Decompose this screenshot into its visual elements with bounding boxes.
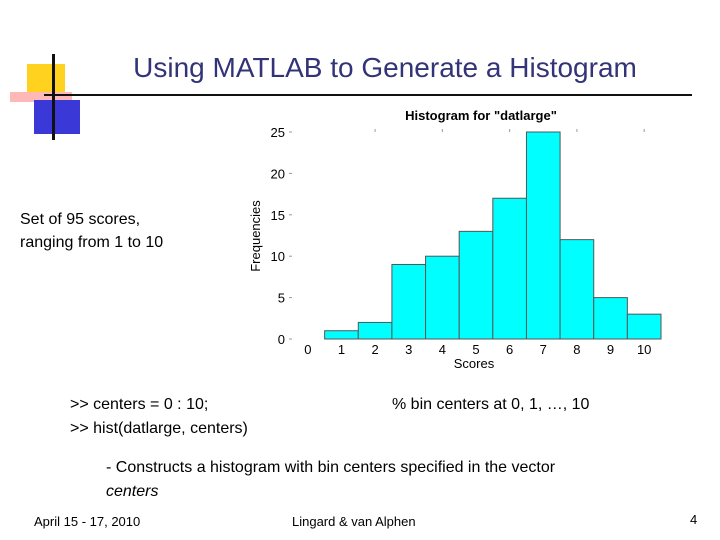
footer-date: April 15 - 17, 2010 — [34, 514, 141, 529]
histogram-bar — [425, 255, 460, 340]
code-line-hist: >> hist(datlarge, centers) — [70, 420, 248, 437]
x-tick-label: 7 — [540, 342, 547, 357]
x-tick-label: 5 — [472, 342, 479, 357]
histogram-bar — [559, 239, 595, 340]
histogram-bar — [391, 263, 427, 340]
histogram-bar — [593, 297, 628, 340]
description-emphasis: centers — [106, 483, 159, 500]
x-tick-label: 1 — [338, 342, 345, 357]
y-tick-label: 20 — [271, 166, 285, 181]
histogram-chart: Histogram for "datlarge" 0 5 10 15 20 25 0 1 2 3… — [248, 108, 662, 371]
histogram-bar — [324, 330, 359, 340]
code-line-centers: >> centers = 0 : 10; — [70, 396, 209, 413]
side-note-line-1: Set of 95 scores, — [20, 211, 141, 228]
description: - Constructs a histogram with bin center… — [106, 456, 696, 504]
x-tick-label: 0 — [304, 342, 311, 357]
x-axis-ticks: 0 1 2 3 4 5 6 7 8 9 10 — [304, 342, 651, 357]
histogram-bars — [324, 131, 662, 340]
x-tick-label: 8 — [573, 342, 580, 357]
decor-blue-square — [34, 100, 80, 134]
y-tick-label: 15 — [271, 208, 285, 223]
y-axis-ticks: 0 5 10 15 20 25 — [271, 125, 292, 347]
histogram-bar — [525, 131, 561, 340]
side-note-line-2: ranging from 1 to 10 — [20, 234, 164, 251]
histogram-bar — [626, 313, 662, 340]
x-tick-label: 9 — [607, 342, 614, 357]
decor-horizontal-line — [44, 94, 692, 96]
x-tick-label: 3 — [405, 342, 412, 357]
x-tick-label: 4 — [439, 342, 446, 357]
x-tick-label: 2 — [371, 342, 378, 357]
code-comment: % bin centers at 0, 1, …, 10 — [392, 396, 590, 413]
slide-title: Using MATLAB to Generate a Histogram — [133, 52, 637, 83]
histogram-bar — [492, 197, 527, 340]
top-tick-marks — [374, 129, 645, 132]
decor-vertical-line — [52, 54, 55, 140]
x-tick-label: 10 — [637, 342, 651, 357]
footer-page-number: 4 — [690, 512, 698, 527]
y-tick-label: 25 — [271, 125, 285, 140]
x-tick-label: 6 — [506, 342, 513, 357]
side-note: Set of 95 scores, ranging from 1 to 10 — [20, 208, 220, 254]
x-axis-label: Scores — [454, 356, 495, 371]
y-tick-label: 0 — [278, 332, 285, 347]
y-tick-label: 5 — [278, 291, 285, 306]
y-tick-label: 10 — [271, 249, 285, 264]
description-text: - Constructs a histogram with bin center… — [106, 459, 556, 476]
chart-title: Histogram for "datlarge" — [405, 108, 557, 123]
y-axis-label: Frequencies — [248, 200, 263, 272]
histogram-bar — [458, 230, 494, 340]
footer-authors: Lingard & van Alphen — [292, 514, 416, 529]
decor-pink-bar — [10, 92, 72, 102]
histogram-bar — [357, 321, 393, 340]
